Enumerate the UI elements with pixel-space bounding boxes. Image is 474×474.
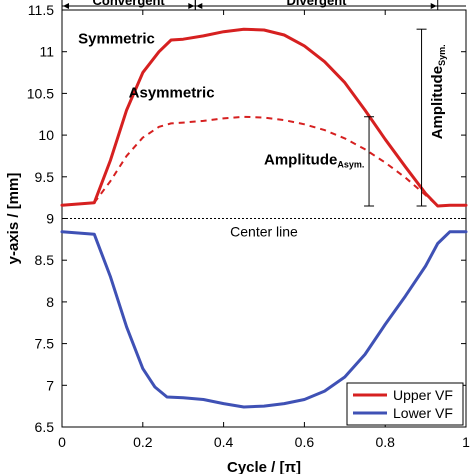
series-asymmetric-line [93,115,439,207]
amplitude-sym-bar [416,28,427,207]
series-line-lower-vf [60,230,468,409]
y-tick-label: 10.5 [27,85,54,101]
y-tick-label: 8.5 [35,252,55,268]
amplitude-sym-label-main: Amplitude [429,66,446,139]
series-layer [60,27,468,409]
legend-label-lower: Lower VF [393,405,453,421]
y-tick-label: 11 [39,44,54,60]
amplitude-asym-label: AmplitudeAsym. [264,151,364,169]
phase-label-convergent: Convergent [93,0,166,8]
phase-arrow [188,3,195,9]
symmetric-label: Symmetric [78,30,155,47]
axis-ticks: 0 0.2 0.4 0.6 0.8 1 6.5 7 7.5 8 8.5 9 9.5 10 10.5 11 11.… [27,2,470,450]
amplitude-asym-bar [364,116,375,207]
amplitude-sym-label-sub: Sym. [437,44,447,66]
x-tick-label: 1 [462,434,470,450]
phase-arrow [430,3,437,9]
x-tick-label: 0.4 [214,434,234,450]
y-axis-title: y-axis / [mm] [5,173,22,265]
legend: Upper VF Lower VF [346,382,464,426]
x-tick-label: 0 [58,434,66,450]
series-line-upper-vf [60,27,468,208]
amplitude-sym-label: AmplitudeSym. [429,44,447,139]
phase-bar: Convergent Divergent [61,0,466,10]
x-tick-label: 0.8 [375,434,395,450]
legend-box [346,382,464,426]
amplitude-asym-label-sub: Asym. [337,159,364,169]
asymmetric-label: Asymmetric [129,85,215,102]
phase-arrow [196,3,203,9]
x-tick-label: 0.6 [295,434,315,450]
y-tick-label: 9.5 [35,169,55,185]
y-tick-label: 11.5 [28,2,54,18]
y-tick-label: 7 [46,377,54,393]
phase-label-divergent: Divergent [287,0,348,8]
y-tick-label: 6.5 [35,419,55,435]
y-tick-label: 9 [46,211,54,227]
phase-arrow [63,3,69,9]
y-tick-label: 10 [38,127,54,143]
center-line-label: Center line [230,224,298,240]
legend-label-upper: Upper VF [393,387,453,403]
y-tick-label: 8 [46,294,54,310]
amplitude-asym-label-main: Amplitude [264,151,337,168]
x-axis-title: Cycle / [π] [227,459,301,474]
y-tick-label: 7.5 [35,336,55,352]
x-tick-label: 0.2 [133,434,153,450]
